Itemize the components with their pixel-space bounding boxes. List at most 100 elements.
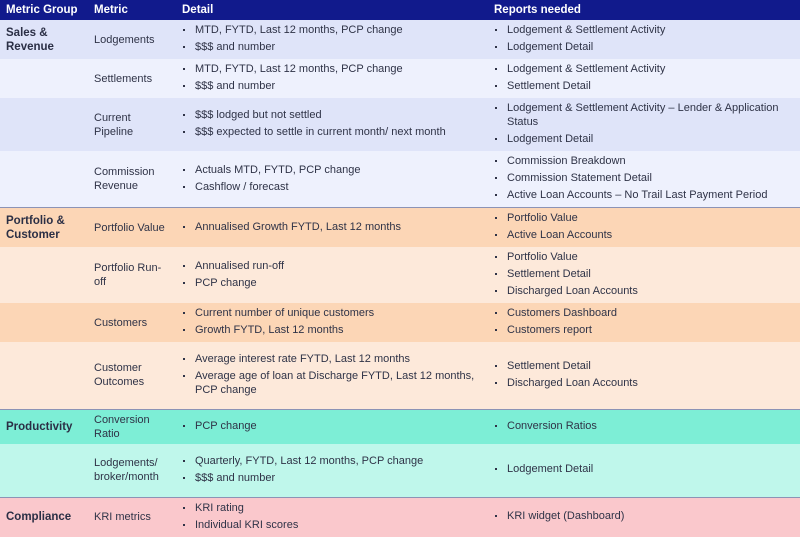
detail-item: Individual KRI scores bbox=[182, 518, 482, 532]
reports-item: Portfolio Value bbox=[494, 250, 794, 264]
metric-group-cell bbox=[0, 59, 88, 98]
metric-group-cell: Productivity bbox=[0, 408, 88, 444]
metric-group-cell bbox=[0, 303, 88, 342]
metric-group-cell bbox=[0, 247, 88, 303]
detail-cell: KRI rating Individual KRI scores bbox=[176, 496, 488, 537]
reports-list: Portfolio Value Settlement Detail Discharg… bbox=[494, 250, 794, 298]
metric-cell: KRI metrics bbox=[88, 496, 176, 537]
detail-list: Actuals MTD, FYTD, PCP change Cashflow / … bbox=[182, 163, 482, 194]
reports-list: Settlement Detail Discharged Loan Account… bbox=[494, 359, 794, 390]
reports-item: Active Loan Accounts – No Trail Last Pay… bbox=[494, 188, 794, 202]
reports-item: Lodgement & Settlement Activity – Lender… bbox=[494, 101, 794, 129]
table-row: Current Pipeline $$$ lodged but not settl… bbox=[0, 98, 800, 151]
detail-item: $$$ lodged but not settled bbox=[182, 108, 482, 122]
detail-cell: Average interest rate FYTD, Last 12 mont… bbox=[176, 342, 488, 409]
reports-cell: Portfolio Value Settlement Detail Discharg… bbox=[488, 247, 800, 303]
metric-group-cell: Portfolio & Customer bbox=[0, 207, 88, 247]
detail-list: MTD, FYTD, Last 12 months, PCP change $$$… bbox=[182, 23, 482, 54]
metric-cell: Lodgements/ broker/month bbox=[94, 457, 159, 484]
metric-cell: Customer Outcomes bbox=[94, 362, 145, 389]
detail-list: KRI rating Individual KRI scores bbox=[182, 501, 482, 532]
table-row: Customers Current number of unique custom… bbox=[0, 303, 800, 342]
reports-item: Lodgement & Settlement Activity bbox=[494, 23, 794, 37]
reports-item: Active Loan Accounts bbox=[494, 228, 794, 242]
metric-group-cell bbox=[0, 342, 88, 409]
table-row: Productivity Conversion Ratio PCP change Co… bbox=[0, 408, 800, 444]
detail-item: Actuals MTD, FYTD, PCP change bbox=[182, 163, 482, 177]
detail-cell: PCP change bbox=[176, 408, 488, 444]
detail-cell: Annualised Growth FYTD, Last 12 months bbox=[176, 207, 488, 247]
header-detail: Detail bbox=[176, 0, 488, 20]
metric-group-cell bbox=[0, 151, 88, 208]
reports-list: Lodgement & Settlement Activity – Lender… bbox=[494, 101, 794, 146]
table-row: Settlements MTD, FYTD, Last 12 months, PC… bbox=[0, 59, 800, 98]
reports-cell: KRI widget (Dashboard) bbox=[488, 496, 800, 537]
detail-item: Current number of unique customers bbox=[182, 306, 482, 320]
reports-item: Commission Statement Detail bbox=[494, 171, 794, 185]
detail-list: $$$ lodged but not settled $$$ expected t… bbox=[182, 108, 482, 139]
reports-item: Settlement Detail bbox=[494, 79, 794, 93]
detail-item: $$$ and number bbox=[182, 79, 482, 93]
table-row: Sales & Revenue Lodgements MTD, FYTD, Last… bbox=[0, 20, 800, 59]
detail-list: Average interest rate FYTD, Last 12 mont… bbox=[182, 352, 482, 397]
reports-item: Lodgement & Settlement Activity bbox=[494, 62, 794, 76]
detail-list: MTD, FYTD, Last 12 months, PCP change $$$… bbox=[182, 62, 482, 93]
metric-group-cell bbox=[0, 444, 88, 497]
reports-cell: Lodgement Detail bbox=[488, 444, 800, 497]
metric-cell: Customers bbox=[94, 316, 148, 329]
detail-item: Quarterly, FYTD, Last 12 months, PCP cha… bbox=[182, 454, 482, 468]
detail-cell: Current number of unique customers Growth… bbox=[176, 303, 488, 342]
detail-list: Quarterly, FYTD, Last 12 months, PCP cha… bbox=[182, 454, 482, 485]
detail-item: MTD, FYTD, Last 12 months, PCP change bbox=[182, 62, 482, 76]
reports-list: Lodgement & Settlement Activity Lodgement… bbox=[494, 23, 794, 54]
metric-cell: Conversion Ratio bbox=[88, 408, 176, 444]
reports-list: Lodgement Detail bbox=[494, 462, 794, 476]
header-metric-group: Metric Group bbox=[0, 0, 88, 20]
reports-item: Discharged Loan Accounts bbox=[494, 376, 794, 390]
table-row: Compliance KRI metrics KRI rating Individua… bbox=[0, 496, 800, 537]
header-row: Metric Group Metric Detail Reports neede… bbox=[0, 0, 800, 20]
metric-group-cell: Sales & Revenue bbox=[6, 27, 54, 53]
reports-item: KRI widget (Dashboard) bbox=[494, 509, 794, 523]
reports-list: Customers Dashboard Customers report bbox=[494, 306, 794, 337]
detail-cell: $$$ lodged but not settled $$$ expected t… bbox=[176, 98, 488, 151]
metric-cell: Portfolio Value bbox=[88, 207, 176, 247]
detail-item: $$$ expected to settle in current month/… bbox=[182, 125, 482, 139]
table-row: Portfolio Run-off Annualised run-off PCP c… bbox=[0, 247, 800, 303]
reports-cell: Lodgement & Settlement Activity – Lender… bbox=[488, 98, 800, 151]
reports-item: Conversion Ratios bbox=[494, 419, 794, 433]
detail-cell: MTD, FYTD, Last 12 months, PCP change $$$… bbox=[176, 20, 488, 59]
metric-cell: Commission Revenue bbox=[94, 166, 155, 192]
table-row: Lodgements/ broker/month Quarterly, FYTD,… bbox=[0, 444, 800, 497]
detail-list: PCP change bbox=[182, 419, 482, 433]
reports-cell: Settlement Detail Discharged Loan Account… bbox=[488, 342, 800, 409]
reports-cell: Customers Dashboard Customers report bbox=[488, 303, 800, 342]
metric-cell: Portfolio Run-off bbox=[94, 262, 162, 288]
reports-cell: Portfolio Value Active Loan Accounts bbox=[488, 207, 800, 247]
detail-cell: MTD, FYTD, Last 12 months, PCP change $$$… bbox=[176, 59, 488, 98]
reports-list: Conversion Ratios bbox=[494, 419, 794, 433]
reports-cell: Lodgement & Settlement Activity Settlemen… bbox=[488, 59, 800, 98]
metric-cell: Current Pipeline bbox=[94, 111, 134, 138]
detail-item: MTD, FYTD, Last 12 months, PCP change bbox=[182, 23, 482, 37]
detail-item: Average interest rate FYTD, Last 12 mont… bbox=[182, 352, 482, 366]
reports-list: Lodgement & Settlement Activity Settlemen… bbox=[494, 62, 794, 93]
reports-item: Settlement Detail bbox=[494, 267, 794, 281]
reports-list: Commission Breakdown Commission Statement… bbox=[494, 154, 794, 202]
reports-item: Customers report bbox=[494, 323, 794, 337]
reports-list: KRI widget (Dashboard) bbox=[494, 509, 794, 523]
detail-cell: Actuals MTD, FYTD, PCP change Cashflow / … bbox=[176, 151, 488, 208]
detail-item: Growth FYTD, Last 12 months bbox=[182, 323, 482, 337]
metric-group-cell bbox=[0, 98, 88, 151]
detail-list: Annualised Growth FYTD, Last 12 months bbox=[182, 220, 482, 234]
detail-list: Current number of unique customers Growth… bbox=[182, 306, 482, 337]
reports-item: Customers Dashboard bbox=[494, 306, 794, 320]
table-body: Sales & Revenue Lodgements MTD, FYTD, Last… bbox=[0, 20, 800, 537]
detail-item: Annualised run-off bbox=[182, 259, 482, 273]
detail-item: Annualised Growth FYTD, Last 12 months bbox=[182, 220, 482, 234]
detail-cell: Quarterly, FYTD, Last 12 months, PCP cha… bbox=[176, 444, 488, 497]
metric-cell: Settlements bbox=[94, 72, 153, 85]
reports-item: Lodgement Detail bbox=[494, 40, 794, 54]
reports-item: Commission Breakdown bbox=[494, 154, 794, 168]
